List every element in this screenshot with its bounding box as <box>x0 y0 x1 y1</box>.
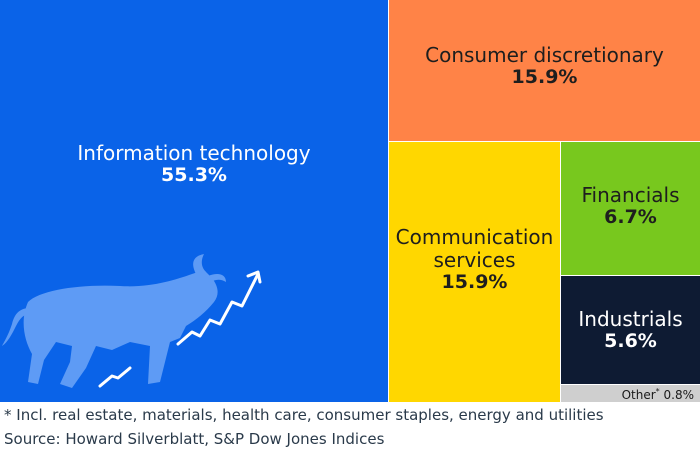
treemap-tile-consumer-discretionary: Consumer discretionary 15.9% <box>389 0 700 141</box>
bull-market-icon <box>2 254 262 388</box>
tile-label-communication-services: Communication services 15.9% <box>389 226 560 294</box>
footnote-mark: * <box>655 387 660 396</box>
treemap-tile-financials: Financials 6.7% <box>561 142 700 275</box>
treemap-chart: Information technology 55.3% Consumer di <box>0 0 700 402</box>
footnote-text: * Incl. real estate, materials, health c… <box>4 406 604 424</box>
category-label: Industrials <box>578 307 683 331</box>
value-label: 15.9% <box>441 271 508 293</box>
value-label: 6.7% <box>604 206 657 228</box>
source-text: Source: Howard Silverblatt, S&P Dow Jone… <box>4 430 385 448</box>
tile-label-other: Other* 0.8% <box>622 387 694 402</box>
treemap-tile-industrials: Industrials 5.6% <box>561 276 700 384</box>
tile-label-consumer-discretionary: Consumer discretionary 15.9% <box>389 44 700 89</box>
value-label: 5.6% <box>604 330 657 352</box>
tile-label-financials: Financials 6.7% <box>561 184 700 229</box>
category-label-line2: services <box>433 248 516 272</box>
value-label: 15.9% <box>511 66 578 88</box>
category-label: Other <box>621 388 656 402</box>
value-label: 0.8% <box>663 388 695 402</box>
value-label: 55.3% <box>161 164 227 186</box>
tile-label-information-technology: Information technology 55.3% <box>0 142 388 187</box>
category-label: Consumer discretionary <box>425 43 664 67</box>
treemap-tile-communication-services: Communication services 15.9% <box>389 142 560 402</box>
treemap-tile-other: Other* 0.8% <box>561 385 700 402</box>
category-label: Financials <box>581 183 680 207</box>
category-label: Information technology <box>77 141 311 165</box>
treemap-tile-information-technology: Information technology 55.3% <box>0 0 388 402</box>
category-label: Communication <box>395 225 554 249</box>
tile-label-industrials: Industrials 5.6% <box>561 308 700 353</box>
